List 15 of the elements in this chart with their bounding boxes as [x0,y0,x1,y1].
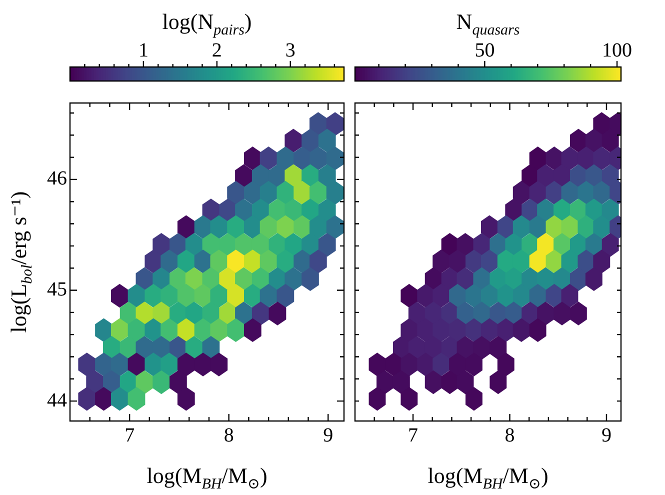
x-tick-label: 8 [504,424,515,446]
y-axis-title: log(Lbol/erg s⁻¹) [6,191,36,333]
x-tick-label: 9 [601,424,612,446]
y-tick-label: 46 [47,168,67,190]
x-tick-label: 7 [408,424,418,446]
x-tick-label: 7 [124,424,135,446]
x-tick-label: 9 [323,424,334,446]
color-bar-label: 1 [138,39,148,62]
color-bar-label: 2 [212,39,222,62]
color-bar-label: 50 [474,39,495,62]
y-tick-label: 44 [47,389,67,412]
y-tick-label: 45 [47,278,67,301]
x-tick-label: 8 [224,424,234,446]
color-bar-label: 100 [602,39,632,62]
color-bar-label: 3 [285,39,296,62]
